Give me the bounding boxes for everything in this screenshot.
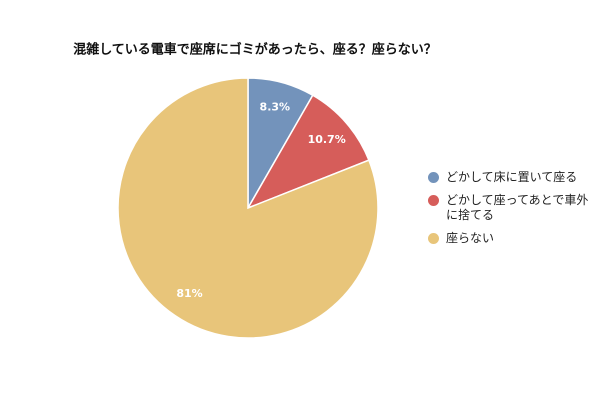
legend-item: どかして座ってあとで車外に捨てる bbox=[428, 193, 593, 223]
legend-item: 座らない bbox=[428, 231, 593, 246]
legend: どかして床に置いて座るどかして座ってあとで車外に捨てる座らない bbox=[428, 170, 593, 254]
value-label: 81% bbox=[176, 287, 202, 300]
legend-item: どかして床に置いて座る bbox=[428, 170, 593, 185]
legend-label: 座らない bbox=[446, 231, 495, 245]
legend-swatch bbox=[428, 172, 439, 183]
legend-label: どかして床に置いて座る bbox=[446, 170, 578, 184]
chart-title: 混雑している電車で座席にゴミがあったら、座る？座らない？ bbox=[73, 42, 437, 58]
legend-label: どかして座ってあとで車外に捨てる bbox=[446, 193, 589, 222]
value-label: 8.3% bbox=[260, 101, 291, 114]
legend-swatch bbox=[428, 195, 439, 206]
legend-swatch bbox=[428, 233, 439, 244]
value-label: 10.7% bbox=[308, 133, 346, 146]
pie-slice bbox=[246, 94, 370, 210]
pie-slice bbox=[117, 77, 379, 339]
